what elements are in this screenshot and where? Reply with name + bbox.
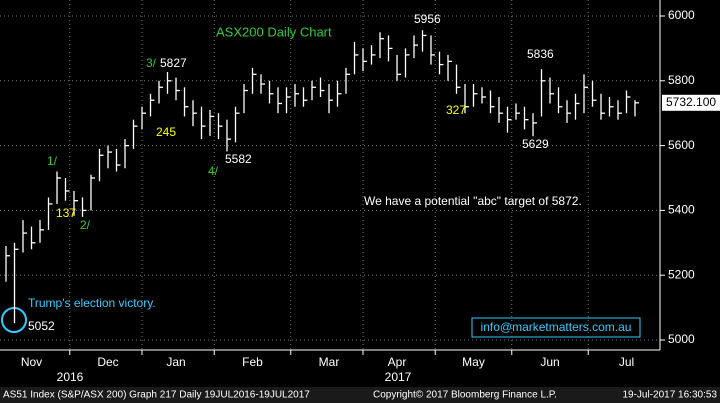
y-tick-label: 6000 [668, 8, 695, 22]
year-label: 2016 [57, 370, 84, 384]
annotation: Trump's election victory. [28, 296, 156, 310]
footer-bar [0, 387, 720, 403]
annotation: 245 [156, 125, 176, 139]
y-tick-label: 5200 [668, 267, 695, 281]
last-price-label: 5732.100 [666, 95, 716, 109]
y-tick-label: 5000 [668, 332, 695, 346]
footer-mid: Copyright© 2017 Bloomberg Finance L.P. [373, 390, 557, 401]
annotation: 1/ [47, 154, 58, 168]
annotation: 5827 [160, 56, 187, 70]
x-tick-label: Feb [242, 355, 263, 369]
annotation: 137 [56, 206, 76, 220]
y-tick-label: 5400 [668, 203, 695, 217]
annotation: 5629 [522, 137, 549, 151]
footer-left: AS51 Index (S&P/ASX 200) Graph 217 Daily… [3, 390, 310, 401]
email: info@marketmatters.com.au [481, 320, 632, 334]
x-tick-label: Jun [540, 355, 559, 369]
x-tick-label: Apr [388, 355, 407, 369]
annotation: 5956 [414, 12, 441, 26]
footer-right: 19-Jul-2017 16:30:53 [622, 390, 717, 401]
y-tick-label: 5600 [668, 138, 695, 152]
x-tick-label: Jul [619, 355, 634, 369]
x-tick-label: Jan [166, 355, 185, 369]
x-tick-label: May [462, 355, 485, 369]
annotation: 5582 [225, 152, 252, 166]
last-price-box [662, 94, 720, 111]
annotation: 4/ [208, 164, 219, 178]
chart-title: ASX200 Daily Chart [216, 24, 332, 39]
email-box [471, 317, 641, 338]
x-tick-label: Dec [97, 355, 118, 369]
annotation: 327 [446, 103, 466, 117]
annotation: 5836 [527, 47, 554, 61]
annotation: 3/ [146, 56, 157, 70]
year-label: 2017 [385, 370, 412, 384]
annotation: We have a potential "abc" target of 5872… [364, 194, 582, 208]
y-tick-label: 5800 [668, 73, 695, 87]
annotation: 2/ [80, 218, 91, 232]
x-tick-label: Nov [21, 355, 42, 369]
x-tick-label: Mar [319, 355, 340, 369]
annotation: 5052 [28, 319, 55, 333]
